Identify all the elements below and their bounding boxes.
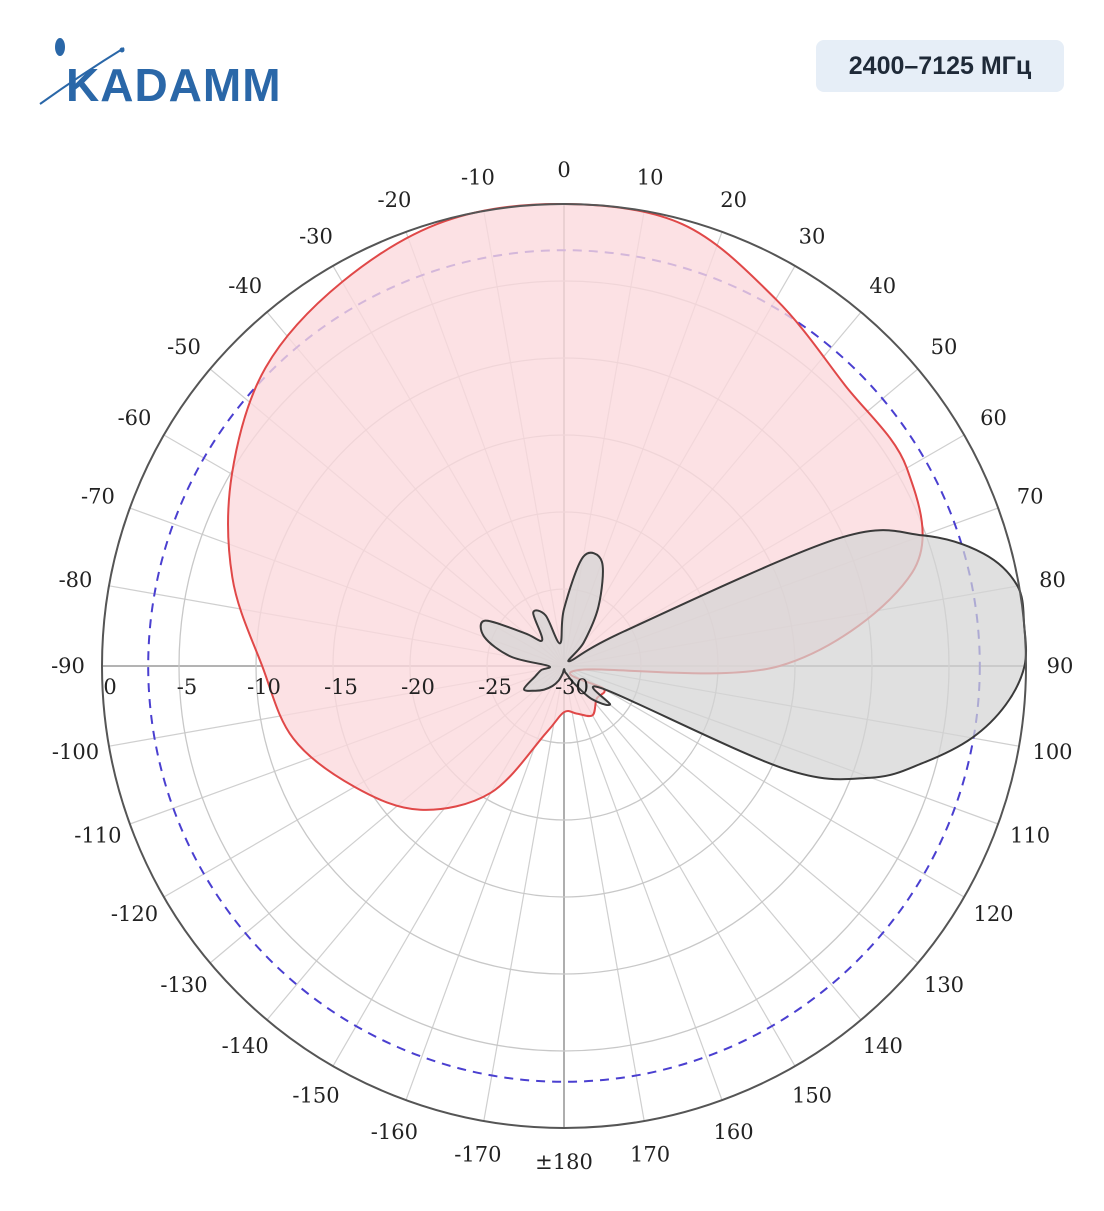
frequency-label: 2400–7125 МГц — [848, 51, 1032, 80]
angle-tick-label: -140 — [222, 1034, 269, 1058]
logo-text: KADAMM — [66, 59, 282, 111]
angle-tick-label: 30 — [799, 225, 826, 249]
angle-tick-label: 40 — [869, 274, 896, 298]
angle-tick-label: 140 — [863, 1034, 903, 1058]
angle-tick-label: 80 — [1039, 568, 1066, 592]
angle-tick-label: -50 — [167, 335, 201, 359]
angle-tick-label: -130 — [160, 973, 207, 997]
angle-tick-label: 110 — [1010, 824, 1050, 848]
angle-tick-label: -150 — [292, 1084, 339, 1108]
angle-tick-label: -10 — [461, 166, 495, 190]
radial-tick-label: -25 — [478, 675, 512, 699]
angle-tick-label: 0 — [557, 158, 570, 182]
angle-tick-label: 150 — [792, 1084, 832, 1108]
angle-tick-label: -60 — [118, 406, 152, 430]
angle-tick-label: -170 — [454, 1143, 501, 1167]
outer-circle — [101, 203, 1027, 1129]
angle-tick-label: 160 — [714, 1120, 754, 1144]
angle-tick-label: -110 — [74, 824, 121, 848]
angle-tick-label: -120 — [111, 902, 158, 926]
radial-tick-label: 0 — [103, 675, 116, 699]
angle-tick-label: -80 — [59, 568, 93, 592]
angle-tick-label: -90 — [51, 654, 85, 678]
angle-tick-label: 20 — [720, 188, 747, 212]
angle-tick-label: -40 — [228, 274, 262, 298]
angle-tick-label: -100 — [52, 740, 99, 764]
frequency-badge: 2400–7125 МГц — [816, 40, 1064, 92]
kadamm-logo — [38, 34, 298, 114]
angle-tick-label: 60 — [980, 406, 1007, 430]
radial-tick-label: -20 — [401, 675, 435, 699]
radial-tick-label: -30 — [555, 675, 589, 699]
angle-tick-label: -30 — [299, 225, 333, 249]
logo-mark-icon — [39, 38, 125, 105]
angle-tick-label: 100 — [1032, 740, 1072, 764]
pattern-series — [227, 202, 1028, 811]
angle-tick-label: -20 — [377, 188, 411, 212]
angle-tick-label: 70 — [1017, 484, 1044, 508]
radial-tick-label: -10 — [247, 675, 281, 699]
angle-tick-label: 90 — [1047, 654, 1074, 678]
angle-tick-label: -160 — [371, 1120, 418, 1144]
series-2-pattern — [479, 529, 1028, 781]
angle-tick-label: 170 — [630, 1143, 670, 1167]
radial-tick-labels: 0 -5 -10 -15 -20 -25 -30 — [103, 675, 589, 699]
angle-tick-label: 130 — [924, 973, 964, 997]
angle-tick-labels: 0 10 20 30 40 50 60 70 80 90 100 110 120 130 140 150 160… — [51, 158, 1073, 1174]
outer-ring — [101, 203, 1027, 1129]
angle-tick-label: -70 — [81, 484, 115, 508]
angle-tick-label: 120 — [973, 902, 1013, 926]
angle-tick-label: 10 — [637, 166, 664, 190]
radial-tick-label: -15 — [324, 675, 358, 699]
angle-tick-label: ±180 — [535, 1150, 593, 1174]
radial-tick-label: -5 — [177, 675, 197, 699]
angle-tick-label: 50 — [931, 335, 958, 359]
